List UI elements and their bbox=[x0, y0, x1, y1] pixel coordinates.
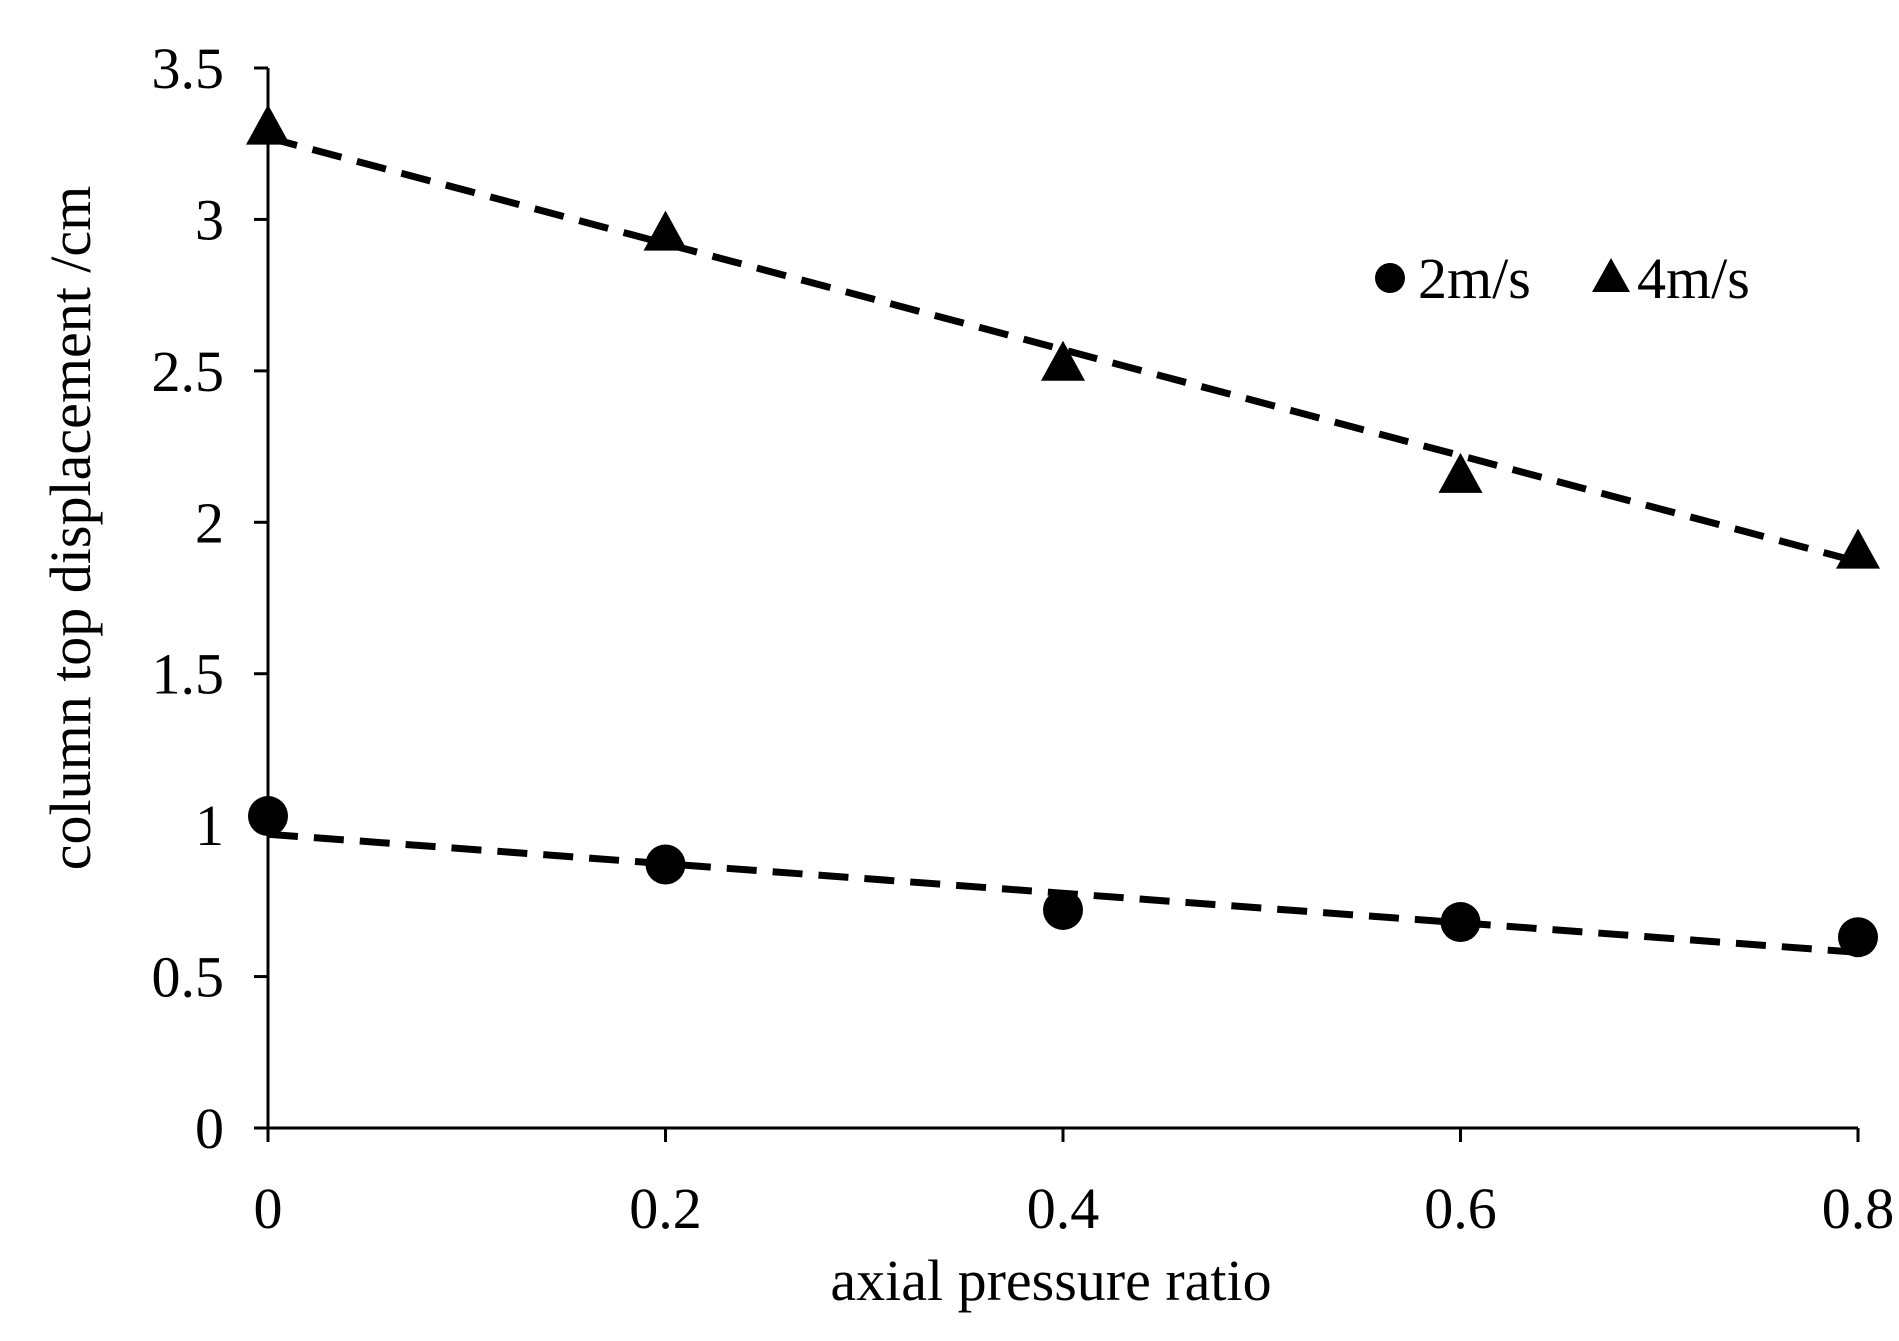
y-tick-label: 3.5 bbox=[152, 36, 225, 101]
point-2ms bbox=[1043, 889, 1083, 930]
x-tick-label: 0.8 bbox=[1822, 1176, 1895, 1241]
x-tick-label: 0.6 bbox=[1424, 1176, 1497, 1241]
point-4ms bbox=[1438, 452, 1483, 493]
ticks: 0 0.5 1 1.5 2 2.5 3 3.5 0 0.2 0.4 0.6 0.8 bbox=[152, 36, 1895, 1241]
legend: 2m/s 4m/s bbox=[1375, 246, 1750, 311]
point-2ms bbox=[645, 844, 686, 885]
point-2ms bbox=[248, 796, 288, 837]
y-axis-title: column top displacement /cm bbox=[38, 186, 103, 871]
y-tick-label: 2 bbox=[195, 490, 224, 555]
legend-label-2ms: 2m/s bbox=[1418, 246, 1531, 311]
data-points bbox=[246, 104, 1880, 958]
y-tick-label: 1 bbox=[195, 793, 224, 858]
trendlines bbox=[267, 134, 1859, 956]
legend-marker-2ms bbox=[1375, 263, 1405, 293]
x-axis-title: axial pressure ratio bbox=[830, 1248, 1271, 1313]
legend-label-4ms: 4m/s bbox=[1637, 246, 1750, 311]
point-2ms bbox=[1440, 902, 1481, 943]
point-4ms bbox=[246, 104, 290, 145]
x-tick-label: 0.4 bbox=[1027, 1176, 1100, 1241]
y-tick-label: 0 bbox=[195, 1096, 224, 1161]
x-tick-label: 0.2 bbox=[629, 1176, 702, 1241]
point-2ms bbox=[1838, 917, 1878, 958]
x-tick-label: 0 bbox=[254, 1176, 283, 1241]
y-tick-label: 3 bbox=[195, 187, 224, 252]
point-4ms bbox=[643, 210, 688, 251]
legend-marker-4ms bbox=[1592, 258, 1630, 292]
point-4ms bbox=[1041, 340, 1085, 381]
point-4ms bbox=[1836, 528, 1880, 569]
y-tick-label: 2.5 bbox=[152, 339, 225, 404]
y-tick-label: 0.5 bbox=[152, 945, 225, 1010]
y-tick-label: 1.5 bbox=[152, 642, 225, 707]
axes bbox=[266, 68, 1858, 1130]
